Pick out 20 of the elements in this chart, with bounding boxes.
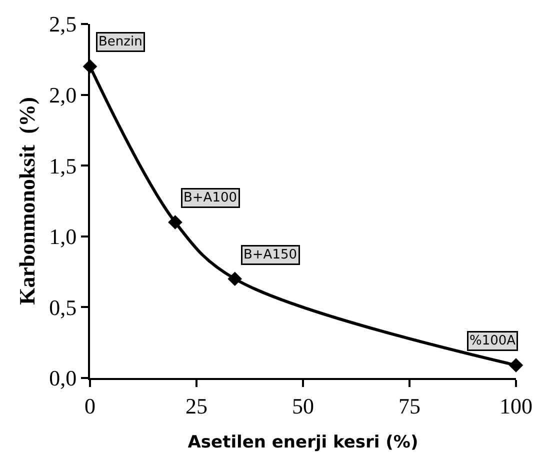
- x-tick-label: 100: [500, 393, 532, 418]
- annotation: B+A100: [184, 190, 238, 206]
- y-axis-title: Karbonmonoksit (%): [14, 97, 40, 305]
- annotation: %100A: [470, 334, 516, 348]
- y-tick-label: 0,0: [49, 366, 77, 391]
- y-tick-label: 1,0: [49, 224, 77, 250]
- x-tick-label: 75: [398, 393, 420, 418]
- y-tick-label: 2,0: [49, 82, 77, 108]
- point: [168, 215, 182, 230]
- point: [228, 272, 242, 286]
- y-tick-label: 0,5: [49, 294, 77, 320]
- annotation: Benzin: [98, 34, 142, 50]
- x-tick-label: 0: [84, 393, 96, 418]
- y-tick-label: 1,5: [49, 153, 77, 178]
- annotation: B+A150: [244, 248, 298, 262]
- x-tick-label: 25: [186, 393, 208, 418]
- y-tick-label: 2,5: [49, 12, 77, 37]
- x-axis-title: Asetilen enerji kesri (%): [188, 432, 418, 452]
- x-tick-label: 50: [292, 393, 314, 418]
- point: [508, 358, 524, 372]
